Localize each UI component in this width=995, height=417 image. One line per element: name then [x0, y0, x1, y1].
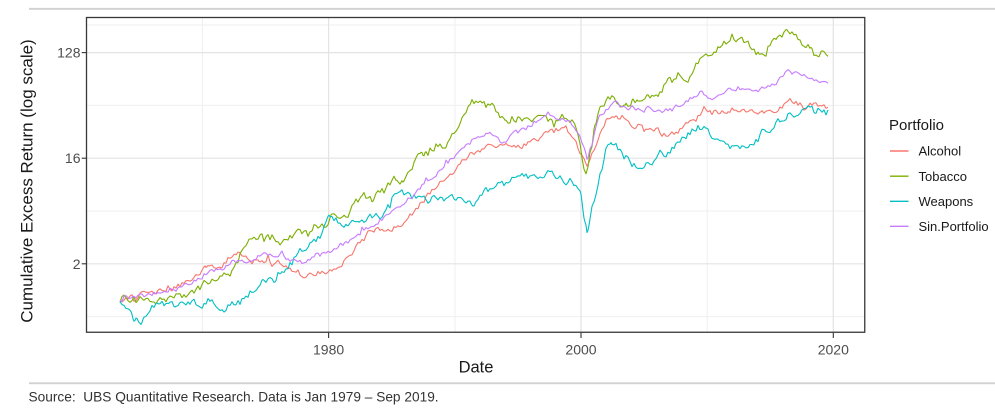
- svg-text:2: 2: [73, 256, 81, 272]
- svg-text:Tobacco: Tobacco: [919, 169, 967, 184]
- svg-text:128: 128: [57, 45, 81, 61]
- svg-text:Alcohol: Alcohol: [919, 144, 962, 159]
- svg-text:Date: Date: [459, 359, 494, 377]
- svg-text:1980: 1980: [313, 341, 344, 357]
- svg-text:Sin.Portfolio: Sin.Portfolio: [919, 219, 989, 234]
- svg-text:16: 16: [65, 150, 81, 166]
- svg-text:2000: 2000: [565, 341, 596, 357]
- svg-text:Cumulative Excess Return (log: Cumulative Excess Return (log scale): [18, 39, 37, 322]
- svg-text:Source: UBS Quantitative Rese: Source: UBS Quantitative Research. Data …: [29, 389, 439, 404]
- svg-text:2020: 2020: [818, 341, 849, 357]
- svg-text:Weapons: Weapons: [919, 194, 974, 209]
- svg-text:Portfolio: Portfolio: [889, 117, 944, 134]
